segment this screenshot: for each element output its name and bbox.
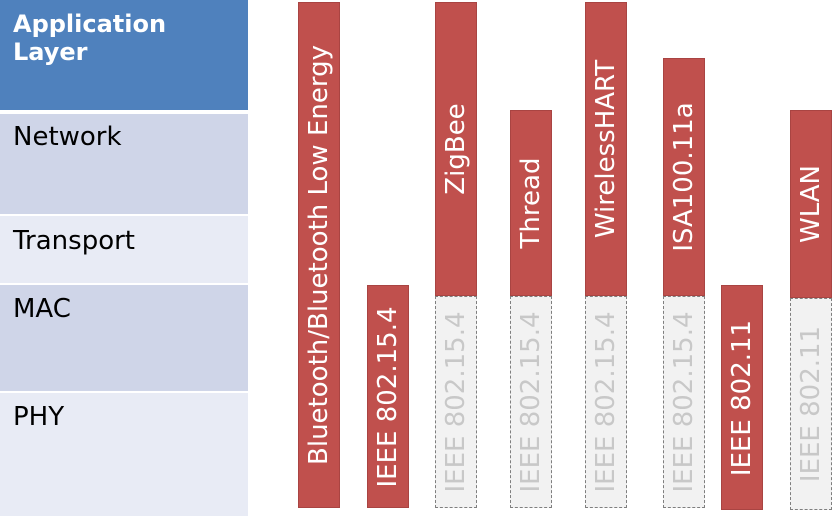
isa100-bar: ISA100.11a xyxy=(663,58,705,296)
zigbee-base-label: IEEE 802.15.4 xyxy=(441,311,471,493)
thread-bar: Thread xyxy=(510,110,552,296)
wlan-base-label: IEEE 802.11 xyxy=(796,325,826,483)
network-layer-block: Network xyxy=(0,114,248,214)
transport-layer-label: Transport xyxy=(13,226,136,256)
phy-layer-block: PHY xyxy=(0,393,248,516)
mac-layer-label: MAC xyxy=(13,294,71,324)
wirelesshart-base-label: IEEE 802.15.4 xyxy=(591,311,621,493)
network-layer-label: Network xyxy=(13,122,122,152)
isa100-base-label: IEEE 802.15.4 xyxy=(669,311,699,493)
wirelesshart-bar: WirelessHART xyxy=(585,2,627,296)
ieee802154-bar: IEEE 802.15.4 xyxy=(367,285,409,508)
wirelesshart-base-bar: IEEE 802.15.4 xyxy=(585,296,627,508)
zigbee-bar: ZigBee xyxy=(435,2,477,296)
zigbee-base-bar: IEEE 802.15.4 xyxy=(435,296,477,508)
wlan-bar: WLAN xyxy=(790,110,832,298)
application-layer-block: Application Layer xyxy=(0,0,248,110)
ieee802154-label: IEEE 802.15.4 xyxy=(373,306,403,487)
transport-layer-block: Transport xyxy=(0,216,248,283)
bluetooth-label: Bluetooth/Bluetooth Low Energy xyxy=(304,45,334,465)
ieee80211-bar: IEEE 802.11 xyxy=(721,285,763,510)
wlan-label: WLAN xyxy=(796,164,826,244)
phy-layer-label: PHY xyxy=(13,402,65,432)
wlan-base-bar: IEEE 802.11 xyxy=(790,298,832,510)
thread-label: Thread xyxy=(516,157,546,249)
bluetooth-bar: Bluetooth/Bluetooth Low Energy xyxy=(298,2,340,508)
thread-base-label: IEEE 802.15.4 xyxy=(516,311,546,493)
isa100-base-bar: IEEE 802.15.4 xyxy=(663,296,705,508)
mac-layer-block: MAC xyxy=(0,285,248,391)
wirelesshart-label: WirelessHART xyxy=(591,59,621,239)
zigbee-label: ZigBee xyxy=(441,103,471,195)
thread-base-bar: IEEE 802.15.4 xyxy=(510,296,552,508)
application-layer-label: Application Layer xyxy=(13,10,167,66)
isa100-label: ISA100.11a xyxy=(669,102,699,252)
ieee80211-label: IEEE 802.11 xyxy=(727,319,757,476)
